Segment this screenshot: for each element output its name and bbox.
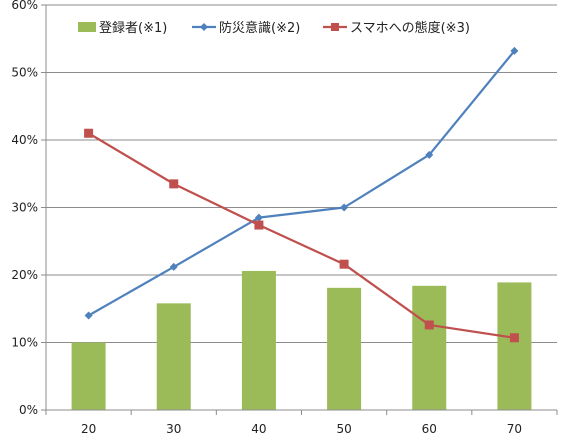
square-point [339, 259, 349, 269]
y-tick-label: 40% [11, 133, 38, 147]
legend: 登録者(※1) 防災意識(※2) スマホへの態度(※3) [78, 20, 470, 36]
series-line [88, 50, 516, 317]
axes: 0% 10% 20% 30% 40% 50% 60% 20 30 40 50 60 70 [11, 0, 558, 436]
y-tick-label: 50% [11, 66, 38, 80]
y-tick-label: 30% [11, 201, 38, 215]
bar [497, 282, 532, 410]
bar [156, 303, 191, 410]
bar [71, 342, 106, 410]
legend-marker-square [331, 23, 339, 31]
bar [327, 287, 362, 410]
legend-label: 登録者(※1) [99, 21, 167, 36]
legend-marker-diamond [200, 23, 208, 31]
x-tick-label: 50 [336, 422, 351, 436]
y-tick-label: 0% [19, 403, 38, 417]
legend-swatch-bar [78, 22, 96, 32]
y-tick-label: 10% [11, 336, 38, 350]
x-tick-label: 70 [507, 422, 522, 436]
series-line [88, 132, 515, 339]
diamond-point [340, 203, 349, 212]
square-point [84, 128, 94, 138]
square-point [169, 179, 179, 189]
x-tick-label: 60 [422, 422, 437, 436]
bar [412, 285, 447, 410]
bar [241, 270, 276, 410]
x-tick-label: 40 [251, 422, 266, 436]
line-series [84, 46, 519, 343]
legend-label: 防災意識(※2) [219, 20, 300, 36]
square-point [424, 320, 434, 330]
y-tick-label: 60% [11, 0, 38, 12]
x-tick-label: 30 [166, 422, 181, 436]
square-point [254, 220, 264, 230]
legend-label: スマホへの態度(※3) [350, 20, 470, 36]
bar-series [71, 270, 532, 410]
diamond-point [254, 213, 263, 222]
diamond-point [510, 46, 519, 55]
diamond-point [169, 262, 178, 271]
diamond-point [84, 311, 93, 320]
diamond-point [425, 150, 434, 159]
square-point [509, 333, 519, 343]
gridlines [46, 4, 557, 343]
y-tick-label: 20% [11, 268, 38, 282]
x-tick-label: 20 [81, 422, 96, 436]
